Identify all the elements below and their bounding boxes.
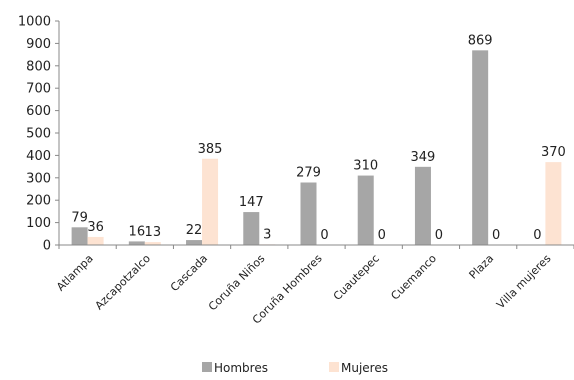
x-category-label: Atlampa — [54, 252, 96, 294]
hombres-bar — [472, 50, 489, 246]
hombres-data-label: 869 — [468, 33, 493, 48]
mujeres-data-label: 3 — [263, 227, 271, 242]
y-tick-label: 200 — [26, 194, 51, 209]
hombres-data-label: 16 — [129, 224, 146, 239]
x-category-label: Cascada — [168, 252, 210, 294]
y-tick-label: 900 — [26, 37, 51, 52]
hombres-data-label: 279 — [296, 166, 321, 181]
hombres-bar — [357, 175, 374, 245]
mujeres-data-label: 0 — [378, 228, 386, 243]
hombres-data-label: 310 — [353, 159, 378, 174]
mujeres-data-label: 370 — [541, 145, 566, 160]
x-category-label: Plaza — [467, 252, 497, 282]
x-category-label: Villa mujeres — [494, 252, 554, 312]
hombres-bar — [186, 240, 203, 245]
hombres-bar — [414, 166, 431, 245]
y-tick-label: 500 — [26, 127, 51, 142]
mujeres-data-label: 0 — [492, 228, 500, 243]
mujeres-data-label: 385 — [198, 142, 223, 157]
hombres-bar — [128, 241, 145, 245]
legend-swatch-mujeres — [329, 362, 339, 372]
hombres-bar — [243, 212, 260, 245]
x-category-label: Cuemanco — [388, 252, 439, 303]
mujeres-data-label: 0 — [320, 228, 328, 243]
hombres-bar — [71, 227, 88, 245]
x-category-label: Cuautepec — [331, 252, 382, 303]
mujeres-bar — [202, 158, 219, 245]
hombres-data-label: 79 — [71, 210, 88, 225]
hombres-data-label: 0 — [533, 228, 541, 243]
y-tick-label: 300 — [26, 171, 51, 186]
legend-label: Mujeres — [341, 361, 388, 375]
y-tick-label: 0 — [43, 239, 51, 254]
hombres-data-label: 349 — [411, 150, 436, 165]
hombres-data-label: 147 — [239, 195, 264, 210]
y-tick-label: 100 — [26, 216, 51, 231]
y-tick-label: 600 — [26, 104, 51, 119]
mujeres-data-label: 0 — [435, 228, 443, 243]
mujeres-bar — [87, 236, 104, 245]
mujeres-bar — [545, 162, 562, 245]
mujeres-data-label: 13 — [145, 225, 162, 240]
y-tick-label: 1000 — [18, 15, 51, 30]
x-category-label: Azcapotzalco — [93, 252, 154, 313]
legend-swatch-hombres — [202, 362, 212, 372]
y-tick-label: 400 — [26, 149, 51, 164]
y-tick-label: 700 — [26, 82, 51, 97]
hombres-data-label: 22 — [186, 223, 203, 238]
mujeres-data-label: 36 — [87, 220, 104, 235]
hombres-bar — [300, 182, 317, 245]
mujeres-bar — [144, 242, 161, 245]
legend-label: Hombres — [214, 361, 268, 375]
x-category-label: Coruña Niños — [206, 252, 268, 314]
y-tick-label: 800 — [26, 59, 51, 74]
